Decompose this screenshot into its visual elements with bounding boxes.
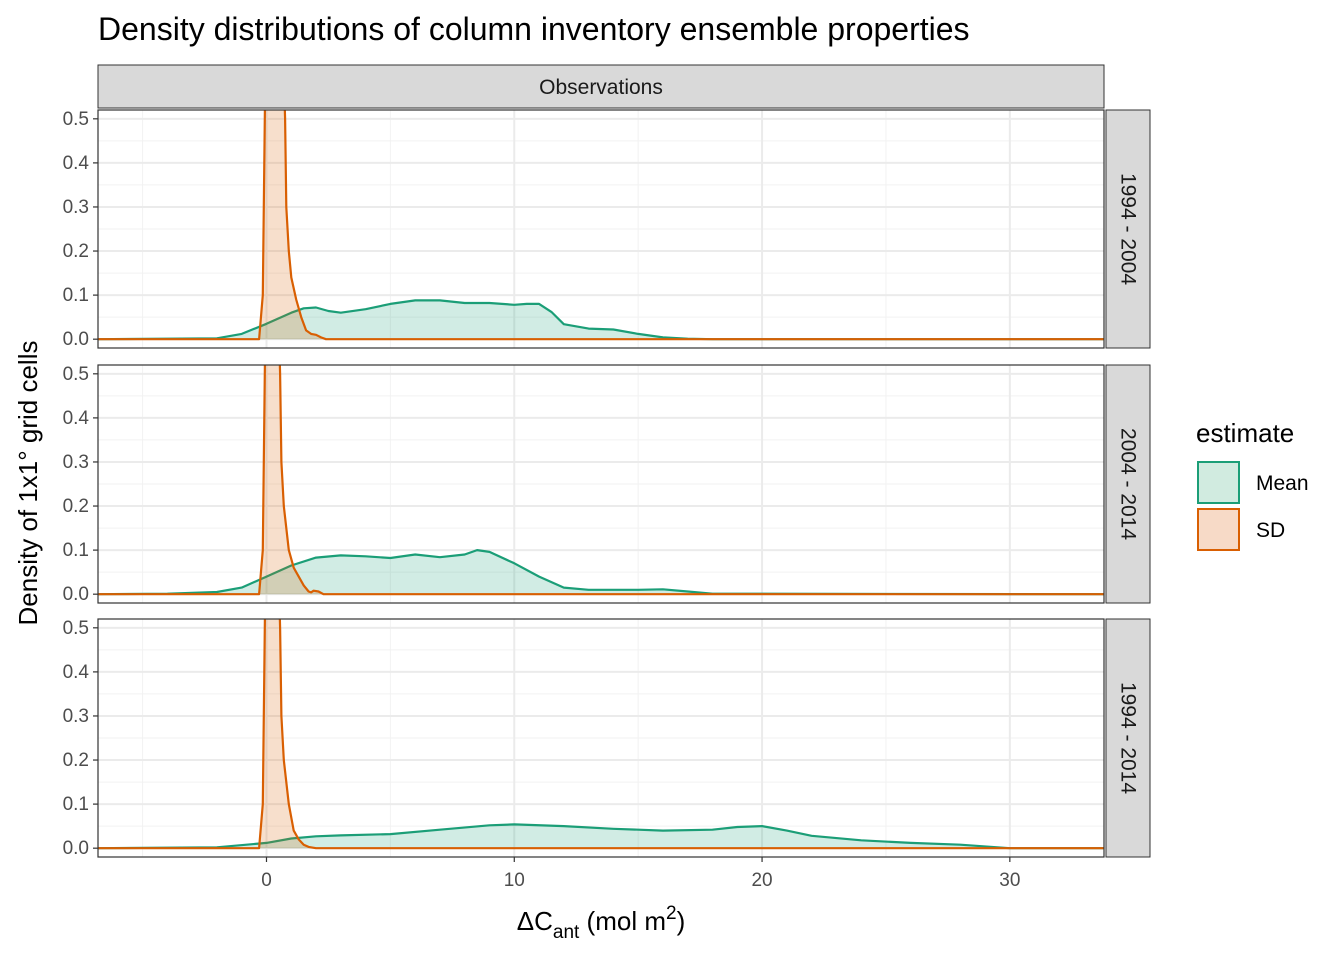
panel-border	[97, 109, 1105, 349]
chart-title: Density distributions of column inventor…	[98, 11, 970, 47]
y-tick-label: 0.1	[63, 540, 89, 561]
y-tick-label: 0.4	[63, 408, 90, 429]
row-strip-background	[1105, 364, 1151, 604]
density-line-sd	[98, 619, 1104, 850]
panel-1994-2014: 0.0 0.1 0.2 0.3 0.4 0.5 1994 - 2014	[63, 618, 1151, 859]
y-tick-label: 0.3	[63, 706, 89, 727]
panel-data-layer	[98, 110, 1104, 341]
y-tick-label: 0.1	[63, 794, 89, 815]
x-tick-label: 10	[504, 870, 525, 891]
y-tick-label: 0.0	[63, 838, 89, 859]
density-line-mean	[98, 299, 1104, 341]
panel-border	[97, 618, 1105, 858]
x-axis-title-unit-close: )	[677, 906, 686, 936]
legend-item-mean: Mean	[1197, 461, 1309, 504]
legend-label-mean: Mean	[1256, 472, 1309, 495]
y-tick-label: 0.0	[63, 329, 89, 350]
x-axis-title-subscript: ant	[553, 922, 580, 943]
density-area-mean	[98, 824, 1104, 849]
row-strip-background	[1105, 618, 1151, 858]
density-line-mean	[98, 823, 1104, 850]
y-tick-label: 0.4	[63, 662, 90, 683]
y-tick-label: 0.1	[63, 285, 89, 306]
density-area-mean	[98, 300, 1104, 340]
density-line-sd	[98, 365, 1104, 596]
legend: estimate Mean SD	[1196, 418, 1309, 551]
legend-item-sd: SD	[1197, 508, 1285, 551]
x-axis-title: ΔCant (mol m2)	[517, 903, 686, 943]
density-line-mean	[98, 549, 1104, 596]
x-axis-title-base: ΔC	[517, 906, 553, 936]
y-tick-label: 0.2	[63, 496, 89, 517]
legend-key-sd	[1197, 508, 1240, 551]
panel-data-layer	[98, 619, 1104, 850]
y-tick-label: 0.2	[63, 750, 89, 771]
panel-1994-2004: 0.0 0.1 0.2 0.3 0.4 0.5 1994 - 2004	[63, 109, 1151, 350]
y-tick-label: 0.5	[63, 618, 89, 639]
row-strip-label: 2004 - 2014	[1117, 428, 1140, 540]
y-tick-label: 0.5	[63, 364, 89, 385]
legend-title: estimate	[1196, 418, 1294, 448]
column-strip-background	[97, 64, 1105, 109]
x-tick-label: 30	[999, 870, 1020, 891]
x-tick-label: 0	[261, 870, 272, 891]
x-axis: 0 10 20 30	[261, 857, 1020, 891]
panel-2004-2014: 0.0 0.1 0.2 0.3 0.4 0.5 2004 - 2014	[63, 364, 1151, 605]
panel-border	[97, 364, 1105, 604]
x-tick-label: 20	[751, 870, 772, 891]
x-axis-title-superscript: 2	[666, 903, 677, 924]
density-line-sd	[98, 110, 1104, 341]
y-tick-label: 0.4	[63, 153, 90, 174]
density-area-mean	[98, 550, 1104, 595]
y-tick-label: 0.2	[63, 241, 89, 262]
y-tick-label: 0.5	[63, 109, 89, 130]
panel-data-layer	[98, 365, 1104, 596]
row-strip-label: 1994 - 2014	[1117, 682, 1140, 794]
x-axis-title-unit: (mol m	[579, 906, 666, 936]
y-axis-title: Density of 1x1° grid cells	[13, 341, 43, 626]
row-strip-background	[1105, 109, 1151, 349]
legend-key-mean	[1197, 461, 1240, 504]
y-tick-label: 0.3	[63, 197, 89, 218]
y-tick-label: 0.3	[63, 452, 89, 473]
y-tick-label: 0.0	[63, 584, 89, 605]
column-strip-label: Observations	[539, 76, 663, 99]
legend-label-sd: SD	[1256, 519, 1285, 542]
row-strip-label: 1994 - 2004	[1117, 173, 1140, 285]
